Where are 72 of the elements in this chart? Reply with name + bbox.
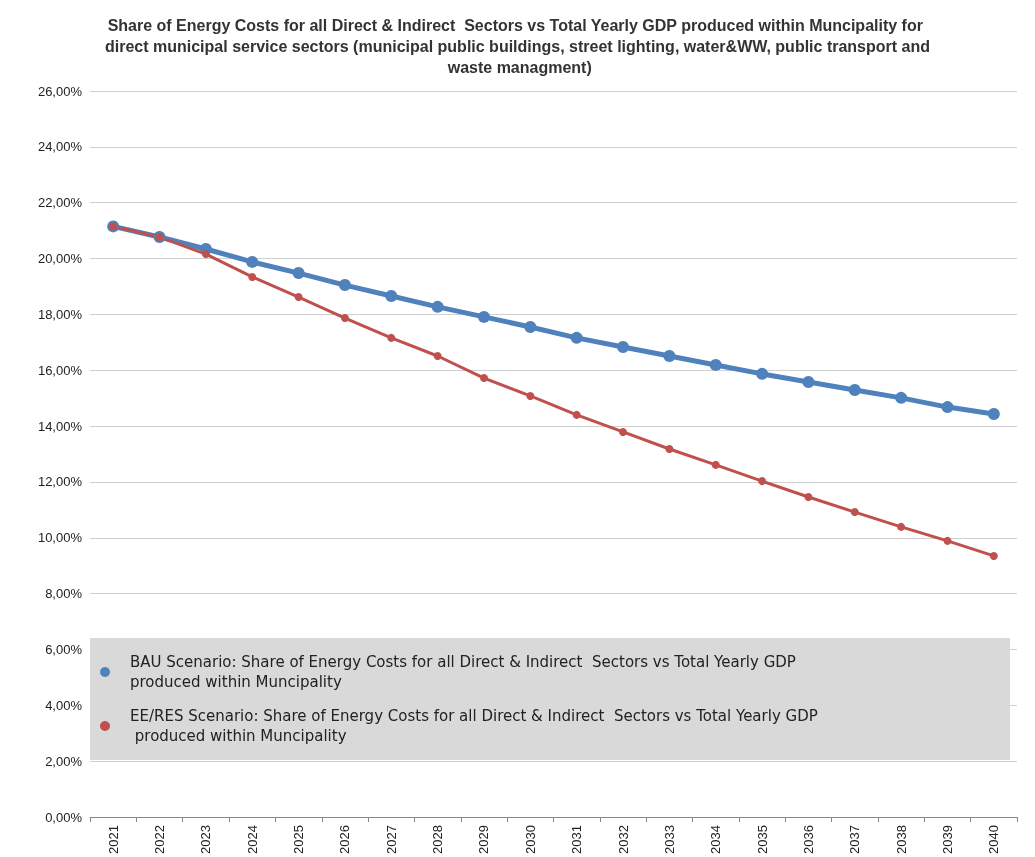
point xyxy=(201,250,210,259)
point xyxy=(385,289,398,302)
point xyxy=(338,279,351,292)
point xyxy=(570,331,583,344)
x-tick-label: 2021 xyxy=(105,825,121,854)
point xyxy=(248,272,257,281)
point xyxy=(246,255,259,268)
point xyxy=(941,401,954,414)
x-tick-label: 2024 xyxy=(244,825,260,854)
point xyxy=(987,408,1000,421)
point xyxy=(433,351,442,360)
x-tick-label: 2040 xyxy=(986,825,1002,854)
point xyxy=(294,293,303,302)
point xyxy=(524,320,537,333)
point xyxy=(572,410,581,419)
point xyxy=(943,536,952,545)
x-tick-label: 2028 xyxy=(430,825,446,854)
point xyxy=(663,349,676,362)
chart-title: Share of Energy Costs for all Direct & Indirect Sectors vs Total Yearly GDP produced within Muncipality for direct municipal service sectors (municipal public buildings, street lighting, water&WW, public transport and waste managment) xyxy=(104,17,931,76)
y-tick-label: 24,00% xyxy=(37,139,83,155)
x-tick-label: 2026 xyxy=(337,825,353,854)
y-tick-label: 14,00% xyxy=(37,418,83,434)
point xyxy=(387,333,396,342)
point xyxy=(804,493,813,501)
point xyxy=(989,551,998,560)
y-tick-label: 2,00% xyxy=(45,753,83,769)
legend-label: EE/RES Scenario: Share of Energy Costs for all Direct & Indirect Sectors vs Total Yearly GDP produced within Muncipality xyxy=(130,707,818,745)
point xyxy=(897,522,906,531)
legend-label: BAU Scenario: Share of Energy Costs for all Direct & Indirect Sectors vs Total Yearly GDP produced within Muncipality xyxy=(130,653,801,691)
point xyxy=(340,314,349,323)
point xyxy=(431,300,444,313)
x-tick-label: 2038 xyxy=(893,825,909,854)
point xyxy=(619,427,628,436)
x-tick-label: 2032 xyxy=(615,825,631,854)
point xyxy=(477,310,490,323)
y-tick-label: 12,00% xyxy=(37,474,83,490)
x-tick-label: 2025 xyxy=(291,825,307,854)
point xyxy=(711,460,720,469)
y-tick-label: 20,00% xyxy=(37,251,83,267)
point xyxy=(848,384,861,397)
point xyxy=(895,391,908,404)
y-tick-label: 6,00% xyxy=(45,641,83,657)
x-tick-label: 2036 xyxy=(800,825,816,854)
x-tick-label: 2031 xyxy=(569,825,585,854)
y-tick-label: 16,00% xyxy=(37,362,83,378)
point xyxy=(479,374,488,383)
x-tick-label: 2034 xyxy=(708,825,724,854)
x-tick-label: 2037 xyxy=(847,825,863,854)
x-tick-label: 2033 xyxy=(661,825,677,854)
y-tick-label: 26,00% xyxy=(37,83,83,99)
point xyxy=(758,477,767,486)
point xyxy=(526,391,535,400)
point xyxy=(802,375,815,388)
x-tick-label: 2035 xyxy=(754,825,770,854)
x-tick-label: 2022 xyxy=(152,825,168,854)
y-tick-label: 4,00% xyxy=(45,697,83,713)
y-tick-label: 8,00% xyxy=(45,586,83,602)
x-tick-label: 2030 xyxy=(522,825,538,854)
x-tick-label: 2039 xyxy=(939,825,955,854)
y-tick-label: 0,00% xyxy=(45,809,83,825)
y-tick-label: 22,00% xyxy=(37,195,83,211)
point xyxy=(665,444,674,453)
y-tick-label: 10,00% xyxy=(37,530,83,546)
point xyxy=(617,341,630,354)
point xyxy=(709,358,722,371)
x-tick-label: 2027 xyxy=(383,825,399,854)
point xyxy=(292,267,305,280)
x-tick-label: 2029 xyxy=(476,825,492,854)
y-tick-label: 18,00% xyxy=(37,306,83,322)
point xyxy=(756,367,769,380)
point xyxy=(850,508,859,517)
x-tick-label: 2023 xyxy=(198,825,214,854)
